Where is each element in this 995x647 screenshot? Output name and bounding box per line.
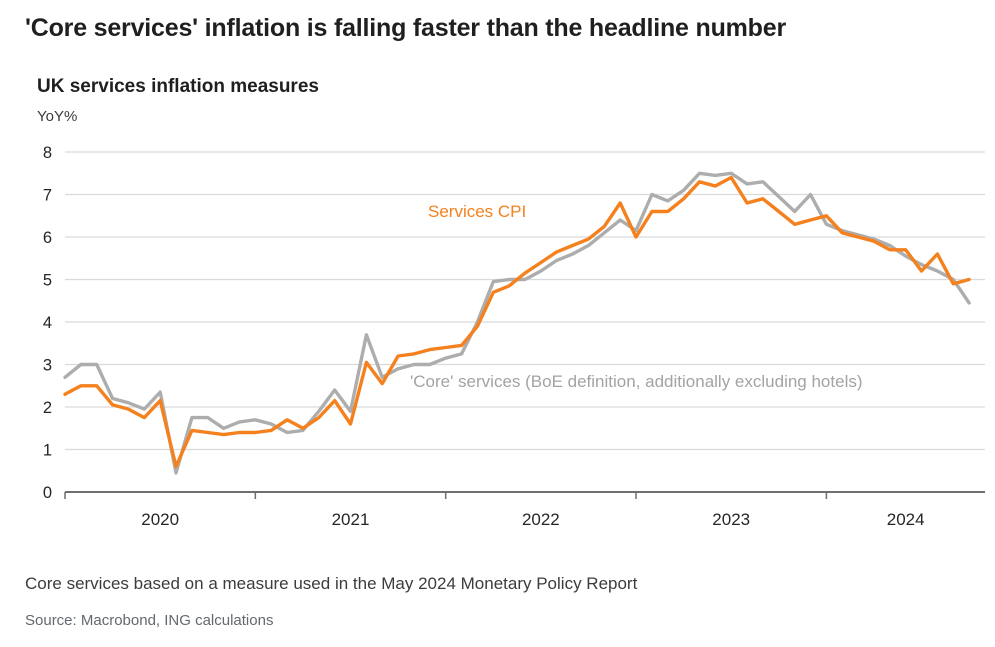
- y-axis-label: 7: [43, 187, 52, 205]
- y-axis-label: 8: [43, 144, 52, 162]
- y-axis-label: 6: [43, 229, 52, 247]
- page-title: 'Core services' inflation is falling fas…: [25, 14, 786, 42]
- y-axis-label: 3: [43, 357, 52, 375]
- y-axis-label: 5: [43, 272, 52, 290]
- x-axis-label: 2024: [887, 510, 925, 529]
- x-axis-label: 2023: [712, 510, 750, 529]
- chart-y-axis-unit: YoY%: [37, 108, 78, 125]
- services-cpi-series-label: Services CPI: [428, 202, 527, 221]
- chart-source: Source: Macrobond, ING calculations: [25, 612, 274, 629]
- services-cpi-line: [63, 175, 971, 469]
- y-axis-label: 0: [43, 484, 52, 502]
- chart-footnote: Core services based on a measure used in…: [25, 574, 638, 593]
- y-axis-label: 1: [43, 442, 52, 460]
- core-services-series-label: 'Core' services (BoE definition, additio…: [410, 372, 863, 391]
- y-axis-label: 2: [43, 399, 52, 417]
- chart-title: UK services inflation measures: [37, 76, 319, 97]
- x-axis-label: 2020: [141, 510, 179, 529]
- y-axis-label: 4: [43, 314, 52, 332]
- x-axis-label: 2022: [522, 510, 560, 529]
- x-axis-label: 2021: [332, 510, 370, 529]
